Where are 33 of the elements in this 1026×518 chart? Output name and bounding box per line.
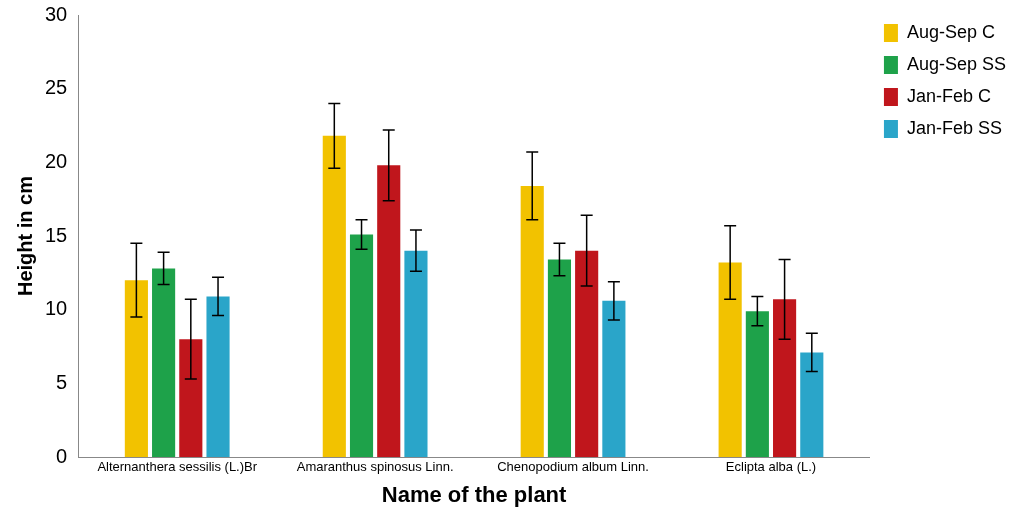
y-tick-label: 0 — [56, 444, 68, 467]
legend-label: Aug-Sep C — [906, 21, 995, 42]
bar — [800, 352, 824, 457]
bar — [124, 280, 148, 457]
y-tick-label: 30 — [45, 2, 68, 25]
y-tick-label: 10 — [45, 297, 68, 320]
legend-label: Jan-Feb C — [906, 85, 991, 106]
x-axis-title: Name of the plant — [381, 481, 568, 507]
legend-label: Jan-Feb SS — [906, 117, 1002, 138]
y-tick-label: 5 — [56, 370, 68, 393]
x-tick-label: Eclipta alba (L.) — [725, 459, 817, 475]
bar — [547, 259, 572, 457]
bar — [575, 250, 599, 457]
x-tick-label: Chenopodium album Linn. — [497, 459, 649, 475]
x-tick-label: Alternanthera sessilis (L.)Br — [97, 459, 258, 475]
bar — [745, 311, 769, 457]
bar — [179, 339, 203, 457]
legend-label: Aug-Sep SS — [906, 53, 1006, 74]
y-tick-label: 15 — [45, 223, 68, 246]
bar — [520, 185, 544, 457]
bar — [322, 135, 346, 457]
bar — [718, 262, 742, 457]
y-tick-label: 20 — [45, 149, 68, 172]
bar — [349, 234, 374, 457]
bar — [152, 268, 176, 457]
x-tick-label: Amaranthus spinosus Linn. — [296, 459, 454, 475]
y-axis-title: Height in cm — [13, 175, 36, 297]
bar — [206, 296, 230, 457]
bar — [602, 300, 626, 457]
bar — [773, 299, 797, 457]
y-tick-label: 25 — [45, 76, 68, 99]
bar — [404, 250, 428, 457]
bar — [377, 165, 401, 457]
